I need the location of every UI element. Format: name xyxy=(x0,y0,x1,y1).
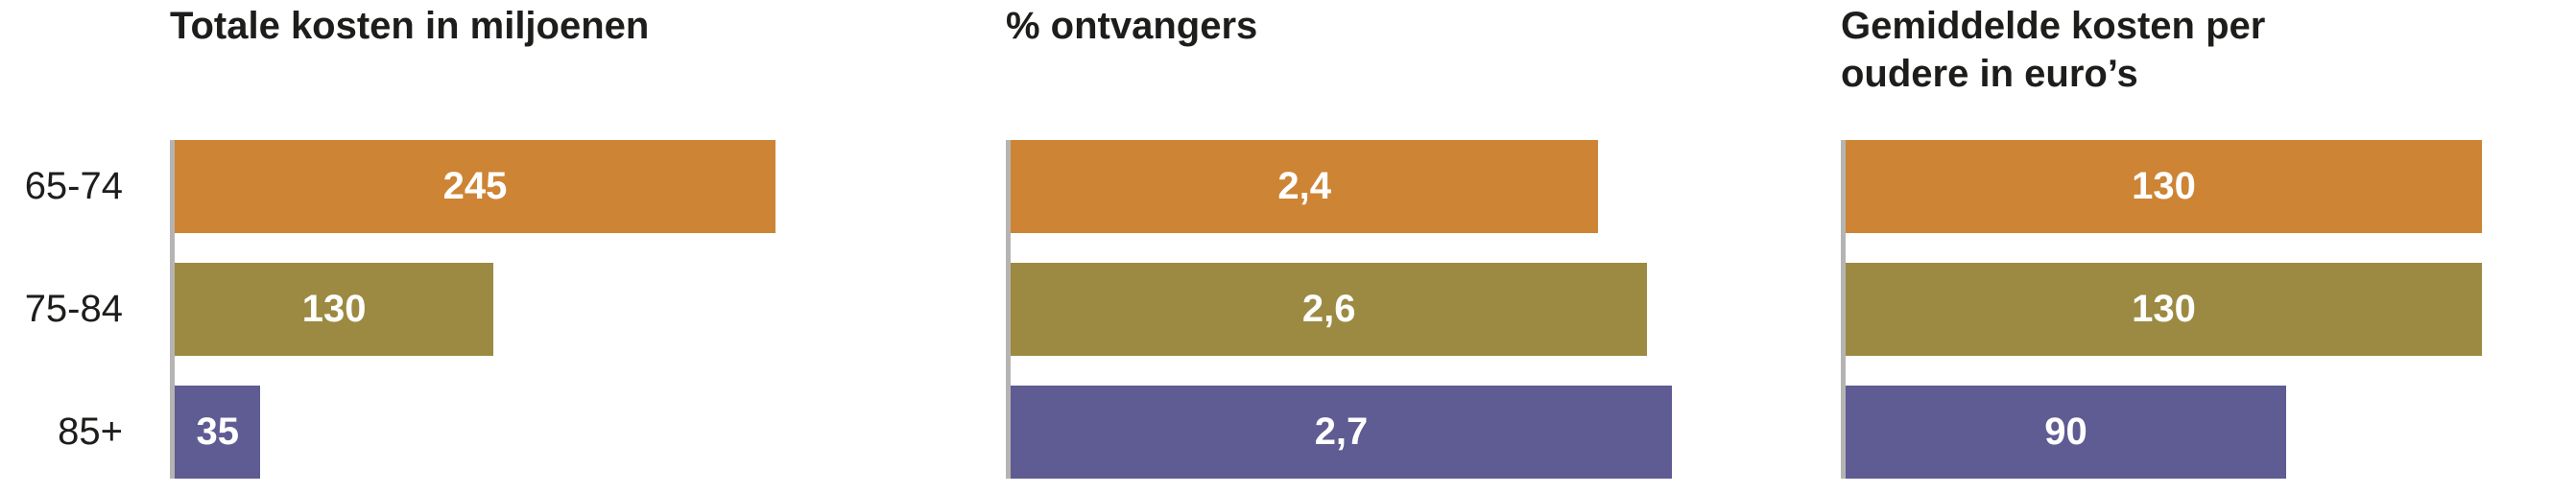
y-axis-line xyxy=(170,140,175,479)
bar-value-label: 130 xyxy=(2132,165,2196,207)
bar-row: 2,6 xyxy=(1011,263,1672,356)
bar-value-label: 35 xyxy=(196,411,239,453)
bar-value-label: 130 xyxy=(301,288,367,330)
bar-row: 130 xyxy=(1846,263,2482,356)
category-label-75-84: 75-84 xyxy=(24,288,123,330)
bar-row: 2,4 xyxy=(1011,140,1672,233)
panel-title-totale-kosten: Totale kosten in miljoenen xyxy=(170,2,649,50)
bar-row: 2,7 xyxy=(1011,386,1672,479)
bar-75-84: 130 xyxy=(1846,263,2482,356)
panel-title-line-1: Totale kosten in miljoenen xyxy=(170,5,650,47)
category-label-85plus: 85+ xyxy=(58,411,123,453)
panel-title-line-1: Gemiddelde kosten per xyxy=(1841,5,2266,47)
category-axis: 65-74 75-84 85+ xyxy=(0,140,123,493)
panel-title-line-2: oudere in euro’s xyxy=(1841,53,2138,95)
bar-85plus: 90 xyxy=(1846,386,2286,479)
bar-75-84: 2,6 xyxy=(1011,263,1648,356)
bar-row: 130 xyxy=(175,263,775,356)
bar-value-label: 2,4 xyxy=(1277,165,1332,207)
bar-65-74: 2,4 xyxy=(1011,140,1599,233)
plot-area: 2,4 2,6 2,7 xyxy=(1011,140,1672,493)
y-axis-line xyxy=(1006,140,1011,479)
bar-value-label: 2,7 xyxy=(1314,411,1369,453)
bar-value-label: 90 xyxy=(2044,411,2087,453)
bar-75-84: 130 xyxy=(175,263,494,356)
panel-title-gemiddelde-kosten: Gemiddelde kosten per oudere in euro’s xyxy=(1841,2,2265,98)
panel-title-line-1: % ontvangers xyxy=(1006,5,1258,47)
panel-title-ontvangers: % ontvangers xyxy=(1006,2,1257,50)
bar-row: 245 xyxy=(175,140,775,233)
category-label-65-74: 65-74 xyxy=(24,165,123,207)
bar-65-74: 130 xyxy=(1846,140,2482,233)
bar-85plus: 2,7 xyxy=(1011,386,1672,479)
bar-85plus: 35 xyxy=(175,386,261,479)
bar-value-label: 245 xyxy=(442,165,508,207)
bar-value-label: 130 xyxy=(2132,288,2196,330)
bar-row: 90 xyxy=(1846,386,2482,479)
y-axis-line xyxy=(1841,140,1846,479)
bar-row: 35 xyxy=(175,386,775,479)
bar-65-74: 245 xyxy=(175,140,775,233)
plot-area: 245 130 35 xyxy=(175,140,775,493)
bar-row: 130 xyxy=(1846,140,2482,233)
plot-area: 130 130 90 xyxy=(1846,140,2482,493)
bar-value-label: 2,6 xyxy=(1301,288,1356,330)
